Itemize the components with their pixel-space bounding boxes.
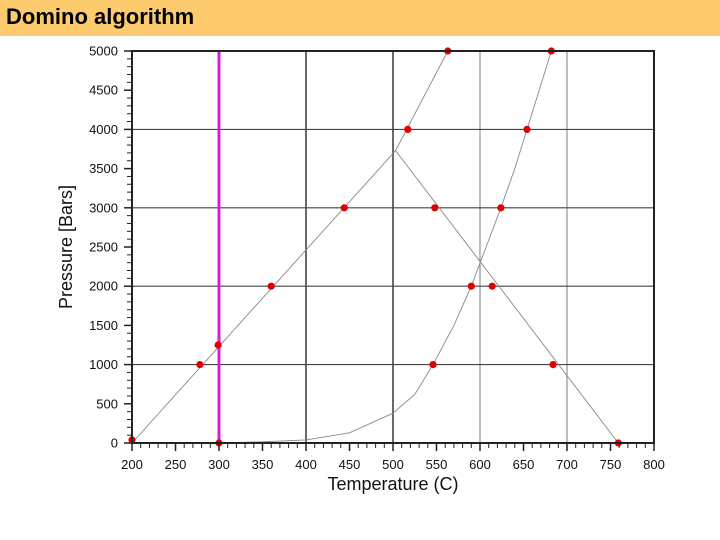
x-tick-label: 700 [556,457,578,472]
y-tick-label: 2500 [89,240,118,255]
data-point-marker [523,125,531,133]
x-tick-label: 500 [382,457,404,472]
y-tick-label: 1000 [89,357,118,372]
data-point-marker [497,204,505,212]
data-markers [128,47,622,447]
data-point-marker [340,204,348,212]
x-tick-label: 300 [208,457,230,472]
x-tick-label: 350 [252,457,274,472]
data-point-marker [549,361,557,369]
data-point-marker [404,125,412,133]
data-point-marker [429,361,437,369]
series-line [395,150,619,444]
x-tick-label: 650 [513,457,535,472]
x-tick-label: 550 [426,457,448,472]
x-tick-label: 200 [121,457,143,472]
data-point-marker [196,361,204,369]
y-tick-label: 0 [111,436,118,451]
x-axis-title: Temperature (C) [327,474,458,494]
data-point-marker [467,282,475,290]
chart-grid [132,51,654,443]
title-bar: Domino algorithm [0,0,720,36]
series-line [131,50,449,444]
data-point-marker [488,282,496,290]
y-tick-label: 2000 [89,279,118,294]
x-tick-label: 800 [643,457,665,472]
page-title: Domino algorithm [6,4,195,29]
y-tick-label: 4000 [89,122,118,137]
x-tick-label: 400 [295,457,317,472]
x-tick-label: 600 [469,457,491,472]
y-tick-label: 500 [96,396,118,411]
y-tick-label: 3500 [89,161,118,176]
chart-series [131,50,619,444]
series-line [218,50,552,444]
y-axis-title: Pressure [Bars] [56,185,76,309]
x-tick-label: 450 [339,457,361,472]
y-tick-label: 1500 [89,318,118,333]
y-tick-label: 4500 [89,83,118,98]
data-point-marker [214,341,222,349]
data-point-marker [267,282,275,290]
data-point-marker [431,204,439,212]
x-tick-label: 750 [600,457,622,472]
y-tick-label: 5000 [89,44,118,59]
y-tick-label: 3000 [89,200,118,215]
chart-axes: 200 250 300 350 400 450 500 550 600 650 700 750 800 0… [89,44,665,473]
x-tick-label: 250 [165,457,187,472]
